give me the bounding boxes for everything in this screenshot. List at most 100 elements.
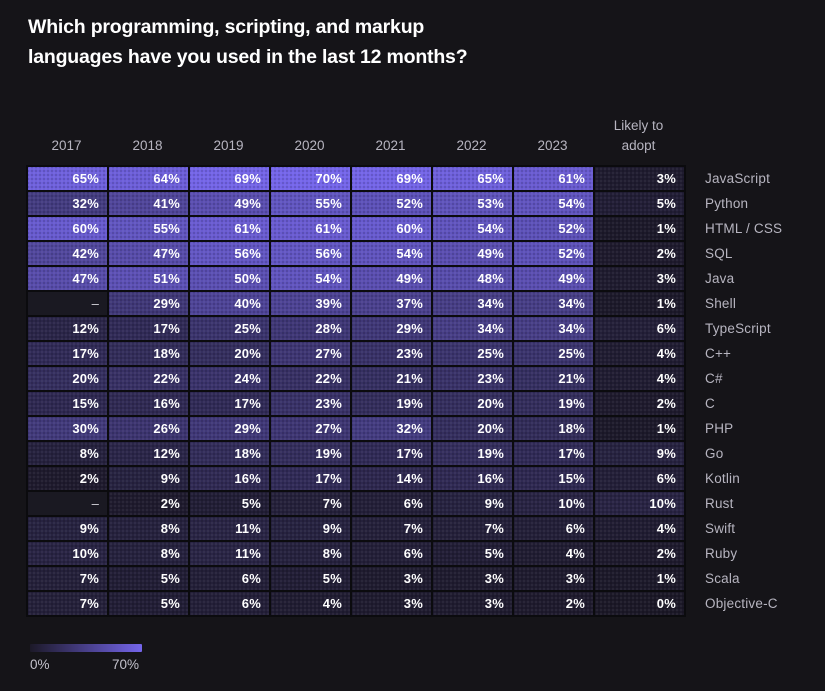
heatmap-cell: 14% bbox=[352, 467, 431, 490]
adopt-cell: 1% bbox=[595, 292, 684, 315]
heatmap-cell: 23% bbox=[352, 342, 431, 365]
heatmap-cell: 7% bbox=[352, 517, 431, 540]
heatmap-cell: 49% bbox=[433, 242, 512, 265]
heatmap-cell: 24% bbox=[190, 367, 269, 390]
row-label: Objective-C bbox=[705, 596, 778, 611]
heatmap-cell: 8% bbox=[271, 542, 350, 565]
heatmap-cell: 54% bbox=[514, 192, 593, 215]
row-label: C# bbox=[705, 371, 723, 386]
column-header-2022: 2022 bbox=[456, 138, 487, 153]
heatmap-cell: 5% bbox=[190, 492, 269, 515]
heatmap-cell: 6% bbox=[352, 492, 431, 515]
heatmap-cell: 40% bbox=[190, 292, 269, 315]
adopt-cell: 4% bbox=[595, 517, 684, 540]
adopt-cell: 1% bbox=[595, 417, 684, 440]
heatmap-cell: 25% bbox=[514, 342, 593, 365]
heatmap-cell: 8% bbox=[28, 442, 107, 465]
adopt-cell: 1% bbox=[595, 217, 684, 240]
heatmap-cell: 9% bbox=[28, 517, 107, 540]
row-label: C++ bbox=[705, 346, 732, 361]
heatmap-cell: 10% bbox=[514, 492, 593, 515]
heatmap-cell: 15% bbox=[28, 392, 107, 415]
heatmap-cell: 23% bbox=[271, 392, 350, 415]
row-label: Shell bbox=[705, 296, 737, 311]
heatmap-cell: 65% bbox=[433, 167, 512, 190]
column-header-2021: 2021 bbox=[375, 138, 406, 153]
heatmap-cell: 17% bbox=[190, 392, 269, 415]
heatmap-cell: 16% bbox=[109, 392, 188, 415]
heatmap-grid: 65% 64% 69% 70% 69% 65% 61% 3% 32% 41% 49% 55% 52% 53… bbox=[26, 165, 686, 617]
heatmap-cell: 34% bbox=[514, 292, 593, 315]
heatmap-cell: 39% bbox=[271, 292, 350, 315]
heatmap-cell: 19% bbox=[271, 442, 350, 465]
heatmap-cell: 8% bbox=[109, 542, 188, 565]
row-label: Scala bbox=[705, 571, 740, 586]
heatmap-cell: 42% bbox=[28, 242, 107, 265]
heatmap-cell: 3% bbox=[352, 592, 431, 615]
heatmap-cell: 25% bbox=[433, 342, 512, 365]
row-label: Python bbox=[705, 196, 749, 211]
heatmap-cell: 17% bbox=[28, 342, 107, 365]
heatmap-cell: 17% bbox=[109, 317, 188, 340]
column-header-2023: 2023 bbox=[537, 138, 568, 153]
heatmap-cell: – bbox=[28, 292, 107, 315]
heatmap-cell: 49% bbox=[352, 267, 431, 290]
heatmap-cell: 47% bbox=[28, 267, 107, 290]
heatmap-cell: 19% bbox=[352, 392, 431, 415]
row-label: JavaScript bbox=[705, 171, 771, 186]
heatmap-cell: 3% bbox=[433, 592, 512, 615]
heatmap-cell: 4% bbox=[514, 542, 593, 565]
row-label: Java bbox=[705, 271, 735, 286]
heatmap-cell: 49% bbox=[190, 192, 269, 215]
heatmap-cell: 20% bbox=[433, 392, 512, 415]
heatmap-cell: 5% bbox=[271, 567, 350, 590]
heatmap-cell: 23% bbox=[433, 367, 512, 390]
row-label: Rust bbox=[705, 496, 734, 511]
heatmap-cell: 47% bbox=[109, 242, 188, 265]
column-header-likely-to-adopt: Likely to adopt bbox=[613, 118, 664, 153]
heatmap-cell: 5% bbox=[433, 542, 512, 565]
heatmap-cell: 21% bbox=[514, 367, 593, 390]
heatmap-cell: 3% bbox=[352, 567, 431, 590]
heatmap-cell: 8% bbox=[109, 517, 188, 540]
legend: 0% 70% bbox=[30, 644, 230, 675]
heatmap-cell: 29% bbox=[109, 292, 188, 315]
heatmap-cell: 55% bbox=[271, 192, 350, 215]
heatmap-cell: 18% bbox=[109, 342, 188, 365]
heatmap-cell: 69% bbox=[190, 167, 269, 190]
heatmap-cell: 32% bbox=[352, 417, 431, 440]
column-header-2018: 2018 bbox=[132, 138, 163, 153]
heatmap-cell: 17% bbox=[352, 442, 431, 465]
adopt-cell: 1% bbox=[595, 567, 684, 590]
adopt-cell: 4% bbox=[595, 342, 684, 365]
legend-gradient-bar bbox=[30, 644, 142, 652]
heatmap-cell: 7% bbox=[28, 592, 107, 615]
heatmap-cell: 70% bbox=[271, 167, 350, 190]
heatmap-cell: 50% bbox=[190, 267, 269, 290]
heatmap-cell: 5% bbox=[109, 592, 188, 615]
adopt-cell: 4% bbox=[595, 367, 684, 390]
row-label: Go bbox=[705, 446, 724, 461]
adopt-cell: 6% bbox=[595, 317, 684, 340]
heatmap-cell: 7% bbox=[271, 492, 350, 515]
heatmap-cell: 54% bbox=[433, 217, 512, 240]
adopt-cell: 10% bbox=[595, 492, 684, 515]
heatmap-cell: 20% bbox=[190, 342, 269, 365]
heatmap-cell: 12% bbox=[109, 442, 188, 465]
heatmap-cell: 64% bbox=[109, 167, 188, 190]
heatmap-cell: 16% bbox=[190, 467, 269, 490]
heatmap-cell: 26% bbox=[109, 417, 188, 440]
adopt-cell: 3% bbox=[595, 167, 684, 190]
heatmap-cell: 27% bbox=[271, 417, 350, 440]
heatmap-cell: 37% bbox=[352, 292, 431, 315]
heatmap-chart: 2017 2018 2019 2020 2021 2022 2023 Likely to ado… bbox=[26, 108, 782, 617]
row-label: C bbox=[705, 396, 715, 411]
page-title: Which programming, scripting, and markup… bbox=[28, 12, 628, 72]
heatmap-cell: 18% bbox=[190, 442, 269, 465]
heatmap-cell: 19% bbox=[514, 392, 593, 415]
heatmap-cell: 15% bbox=[514, 467, 593, 490]
heatmap-cell: 3% bbox=[433, 567, 512, 590]
heatmap-cell: 51% bbox=[109, 267, 188, 290]
legend-min-label: 0% bbox=[30, 657, 50, 672]
